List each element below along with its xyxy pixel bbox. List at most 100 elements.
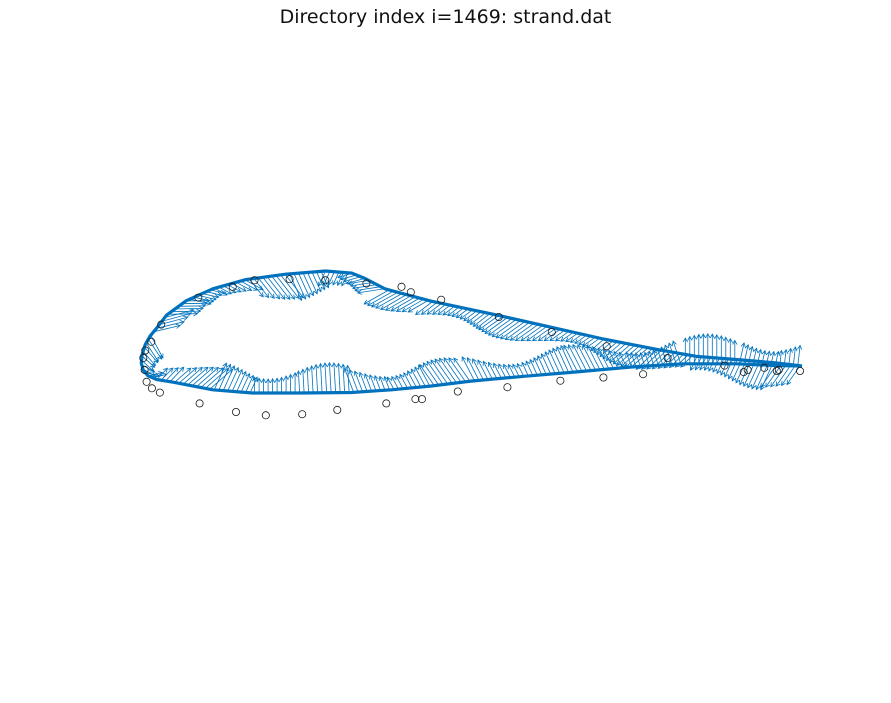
normal-arrowhead bbox=[150, 367, 156, 373]
normal-arrowhead bbox=[340, 363, 346, 369]
normal-arrowhead bbox=[186, 312, 192, 317]
normal-vector bbox=[343, 276, 361, 282]
normal-arrowhead bbox=[592, 346, 598, 352]
normal-arrowhead bbox=[531, 336, 538, 342]
normal-vector bbox=[355, 286, 381, 291]
normal-arrowhead bbox=[320, 285, 326, 291]
normal-arrowhead bbox=[279, 376, 285, 382]
normal-arrowhead bbox=[477, 359, 482, 365]
normal-arrowhead bbox=[179, 320, 185, 326]
normal-arrowhead bbox=[634, 352, 640, 358]
normal-arrowhead bbox=[383, 375, 389, 382]
normal-vector bbox=[240, 280, 258, 291]
normal-arrowhead bbox=[370, 302, 377, 308]
normal-arrowhead bbox=[625, 351, 631, 357]
normal-arrowhead bbox=[781, 380, 786, 387]
normal-arrowhead bbox=[274, 377, 280, 383]
marker-point bbox=[772, 366, 781, 375]
normal-vector bbox=[182, 302, 208, 305]
normal-arrowhead bbox=[466, 318, 472, 324]
normal-arrowhead bbox=[261, 377, 267, 383]
normal-arrowhead bbox=[270, 377, 276, 383]
normal-arrowhead bbox=[671, 340, 677, 346]
normal-arrowhead bbox=[495, 333, 501, 339]
normal-vector bbox=[209, 369, 233, 390]
normal-arrowhead bbox=[203, 300, 209, 306]
normal-vector bbox=[349, 369, 359, 393]
normal-vector bbox=[574, 334, 587, 344]
normal-vector bbox=[608, 350, 619, 369]
normal-arrowhead bbox=[198, 305, 204, 312]
normal-vector bbox=[329, 362, 332, 393]
normal-arrowhead bbox=[570, 338, 576, 343]
normal-vector bbox=[218, 286, 232, 295]
normal-arrowhead bbox=[349, 282, 355, 288]
page-title: Directory index i=1469: strand.dat bbox=[279, 6, 612, 28]
normal-vector bbox=[284, 274, 304, 298]
normal-arrowhead bbox=[484, 329, 490, 334]
normal-arrowhead bbox=[313, 289, 318, 295]
normal-arrowhead bbox=[375, 303, 381, 309]
normal-vector bbox=[320, 363, 323, 393]
normal-vector bbox=[516, 363, 525, 377]
normal-arrowhead bbox=[560, 344, 565, 351]
normal-vector bbox=[231, 369, 243, 392]
normal-arrowhead bbox=[667, 342, 673, 348]
normal-vector bbox=[198, 295, 216, 300]
normal-vector bbox=[652, 350, 659, 366]
marker-point bbox=[547, 328, 556, 337]
normal-arrowhead bbox=[373, 375, 379, 381]
normal-arrowhead bbox=[751, 384, 756, 390]
normal-vector bbox=[306, 367, 309, 393]
normal-arrowhead bbox=[216, 291, 223, 297]
normal-arrowhead bbox=[252, 376, 258, 382]
marker-point bbox=[261, 411, 270, 420]
normal-vector bbox=[205, 368, 229, 389]
normal-arrowhead bbox=[222, 290, 228, 296]
normal-arrowhead bbox=[739, 380, 744, 386]
normal-vector bbox=[187, 366, 209, 386]
normal-arrowhead bbox=[503, 363, 508, 370]
normal-arrowhead bbox=[341, 281, 346, 287]
normal-vector bbox=[421, 302, 438, 315]
normal-vector bbox=[257, 277, 275, 299]
normal-vector bbox=[354, 371, 363, 392]
normal-vector bbox=[602, 342, 622, 359]
normal-vector bbox=[612, 344, 636, 365]
normal-vector bbox=[380, 294, 407, 310]
normal-arrowhead bbox=[787, 347, 793, 353]
normal-arrowhead bbox=[189, 308, 195, 314]
normal-arrowhead bbox=[420, 310, 427, 315]
normal-vector bbox=[500, 321, 526, 340]
normal-vector bbox=[419, 364, 435, 386]
normal-arrowhead bbox=[283, 375, 289, 381]
normal-arrowhead bbox=[162, 367, 168, 373]
normal-vector bbox=[145, 342, 159, 362]
normal-arrowhead bbox=[608, 349, 613, 356]
normal-arrowhead bbox=[340, 275, 346, 281]
normal-vector bbox=[223, 285, 236, 294]
normal-arrowhead bbox=[509, 335, 515, 341]
normal-vector bbox=[476, 314, 495, 329]
normal-vector bbox=[625, 347, 649, 368]
normal-vector bbox=[159, 316, 188, 326]
normal-vector bbox=[460, 309, 473, 320]
normal-vector bbox=[484, 317, 508, 334]
normal-vector bbox=[302, 272, 314, 296]
normal-vector bbox=[765, 363, 783, 388]
normal-arrowhead bbox=[552, 347, 557, 353]
normal-arrowhead bbox=[294, 293, 300, 300]
normal-vector bbox=[183, 367, 203, 385]
normal-vector bbox=[593, 339, 609, 353]
normal-vector bbox=[570, 333, 583, 343]
normal-vector bbox=[466, 311, 482, 323]
normal-vector bbox=[236, 371, 247, 392]
normal-arrowhead bbox=[401, 307, 407, 313]
normal-vector bbox=[214, 287, 228, 296]
normal-arrowhead bbox=[363, 299, 369, 305]
normal-arrowhead bbox=[748, 345, 754, 352]
normal-arrowhead bbox=[540, 353, 546, 359]
marker-point bbox=[417, 395, 426, 404]
normal-vector bbox=[529, 359, 538, 376]
normal-vector bbox=[387, 377, 395, 390]
